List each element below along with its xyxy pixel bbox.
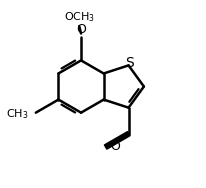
Text: OCH$_3$: OCH$_3$ xyxy=(64,10,95,24)
Text: CH$_3$: CH$_3$ xyxy=(6,108,28,121)
Text: S: S xyxy=(125,56,134,70)
Text: O: O xyxy=(111,140,121,153)
Text: O: O xyxy=(76,23,86,36)
